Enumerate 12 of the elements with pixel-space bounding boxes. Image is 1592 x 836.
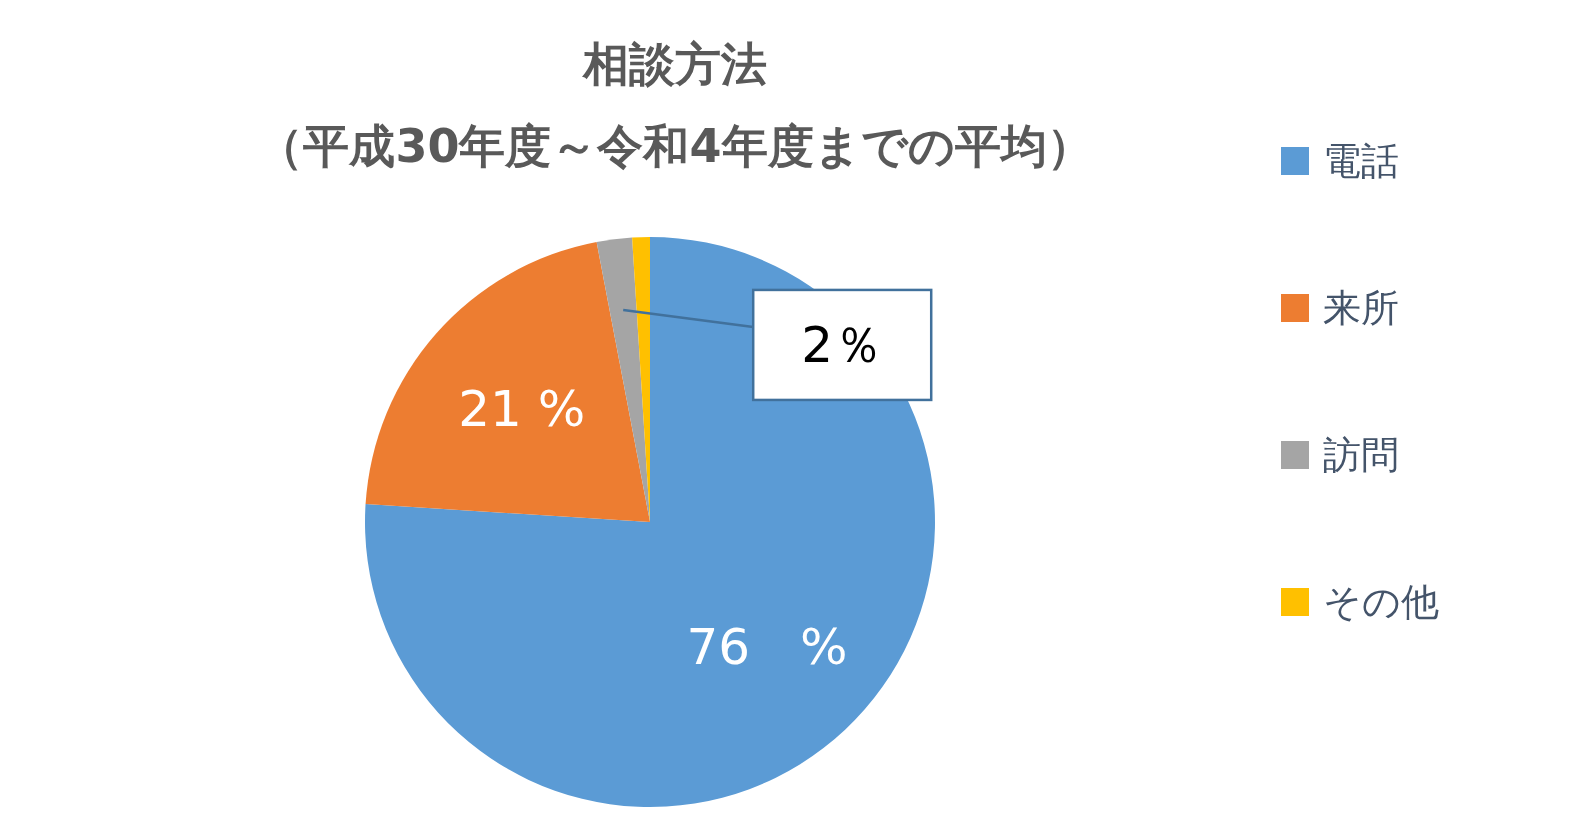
legend-label: 電話 [1323, 139, 1399, 184]
legend-label: 来所 [1323, 286, 1399, 331]
legend-label: 訪問 [1323, 433, 1399, 478]
pie-slice [365, 242, 650, 522]
data-label: 21 % [458, 380, 586, 439]
pie-slice [596, 237, 650, 522]
chart-subtitle: （平成30年度～令和4年度までの平均） [257, 119, 1093, 173]
data-label: 76 % [686, 618, 848, 677]
data-label: 2％ [801, 316, 884, 375]
chart-title: 相談方法 [581, 37, 767, 91]
legend-label: その他 [1323, 580, 1439, 625]
pie-slice [365, 237, 935, 807]
